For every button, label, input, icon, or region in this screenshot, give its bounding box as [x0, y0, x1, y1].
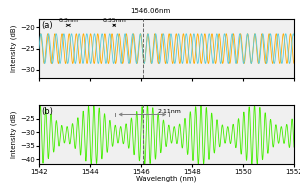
- Text: 2.11nm: 2.11nm: [158, 109, 182, 114]
- Text: 1546.06nm: 1546.06nm: [130, 8, 170, 14]
- Y-axis label: Intensity (dB): Intensity (dB): [11, 25, 17, 72]
- Text: (b): (b): [41, 107, 53, 116]
- Y-axis label: Intensity (dB): Intensity (dB): [11, 111, 17, 158]
- X-axis label: Wavelength (nm): Wavelength (nm): [136, 176, 197, 183]
- Text: (a): (a): [41, 21, 53, 30]
- Text: 0.3nm: 0.3nm: [58, 18, 78, 23]
- Text: 0.35nm: 0.35nm: [102, 18, 126, 23]
